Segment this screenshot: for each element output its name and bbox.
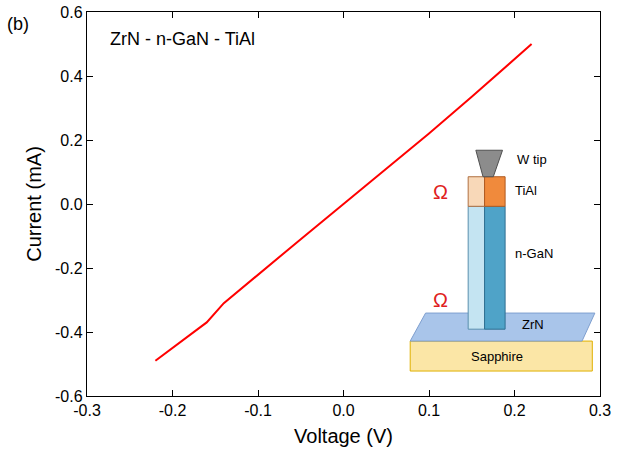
- svg-text:ZrN - n-GaN - TiAl: ZrN - n-GaN - TiAl: [110, 29, 255, 49]
- svg-text:0.0: 0.0: [332, 402, 354, 419]
- svg-text:-0.2: -0.2: [159, 402, 187, 419]
- svg-text:n-GaN: n-GaN: [515, 246, 553, 261]
- svg-text:0.4: 0.4: [60, 68, 82, 85]
- svg-text:0.3: 0.3: [589, 402, 611, 419]
- svg-text:Current (mA): Current (mA): [23, 146, 45, 262]
- svg-text:W tip: W tip: [517, 152, 547, 167]
- svg-text:-0.4: -0.4: [55, 324, 83, 341]
- svg-text:-0.1: -0.1: [244, 402, 272, 419]
- svg-text:Voltage (V): Voltage (V): [294, 425, 393, 447]
- svg-text:0.6: 0.6: [60, 4, 82, 21]
- svg-text:Sapphire: Sapphire: [471, 349, 523, 364]
- svg-text:0.0: 0.0: [60, 196, 82, 213]
- svg-text:Ω: Ω: [433, 181, 448, 203]
- svg-text:0.2: 0.2: [60, 132, 82, 149]
- svg-text:0.2: 0.2: [503, 402, 525, 419]
- svg-text:ZrN: ZrN: [522, 317, 544, 332]
- svg-text:(b): (b): [7, 14, 29, 34]
- svg-text:Ω: Ω: [433, 289, 448, 311]
- svg-text:-0.6: -0.6: [55, 388, 83, 405]
- svg-text:-0.3: -0.3: [73, 402, 101, 419]
- svg-text:0.1: 0.1: [418, 402, 440, 419]
- svg-text:-0.2: -0.2: [55, 260, 83, 277]
- svg-text:TiAl: TiAl: [515, 183, 537, 198]
